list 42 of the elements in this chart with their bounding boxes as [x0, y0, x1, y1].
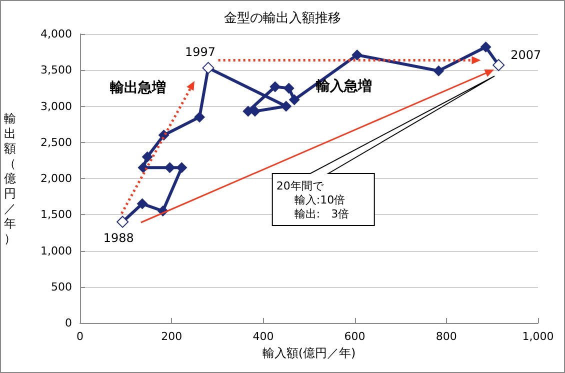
point	[142, 151, 153, 162]
point	[136, 198, 148, 210]
annotation: 2007	[510, 48, 542, 62]
chart-title: 金型の輸出入額推移	[224, 11, 341, 26]
point	[283, 82, 294, 94]
y-tick-label: 2,000	[40, 172, 72, 185]
point	[194, 112, 206, 123]
annotation: 輸入急増	[314, 77, 372, 94]
point	[433, 65, 444, 76]
annotation: 1997	[184, 44, 216, 59]
x-tick-label: 200	[161, 330, 182, 343]
y-tick-label: 3,500	[40, 64, 72, 77]
point	[288, 94, 300, 106]
point	[480, 42, 492, 53]
point	[492, 59, 505, 72]
y-tick-label: 0	[65, 316, 72, 330]
point	[164, 162, 176, 174]
y-tick-label: 4,000	[40, 28, 72, 40]
point	[176, 162, 188, 174]
point	[352, 49, 363, 60]
annotation: 輸入:10倍	[294, 193, 346, 206]
y-tick-label: 500	[51, 280, 72, 294]
x-tick-label: 0	[76, 330, 84, 343]
y-tick-label: 1,000	[40, 244, 72, 258]
point	[202, 62, 214, 74]
annotation: 1988	[103, 230, 134, 245]
x-tick-label: 1,000	[522, 330, 554, 343]
annotation: 輸出急増	[108, 78, 166, 96]
point	[270, 81, 281, 92]
x-tick-label: 600	[344, 330, 366, 343]
point	[280, 100, 292, 112]
y-tick-label: 2,500	[40, 136, 72, 149]
x-tick-label: 400	[252, 330, 274, 343]
y-tick-label: 3,000	[40, 100, 72, 113]
annotation: 20年間で	[276, 179, 324, 192]
point	[116, 216, 129, 228]
x-tick-label: 800	[436, 330, 457, 343]
y-tick-label: 1,500	[40, 208, 72, 222]
x-axis-title: 輸入額(億円／年)	[262, 346, 356, 360]
text: 輸出額（億円／年）	[4, 112, 16, 246]
point	[138, 162, 149, 174]
annotation: 輸出: 3倍	[294, 207, 350, 220]
